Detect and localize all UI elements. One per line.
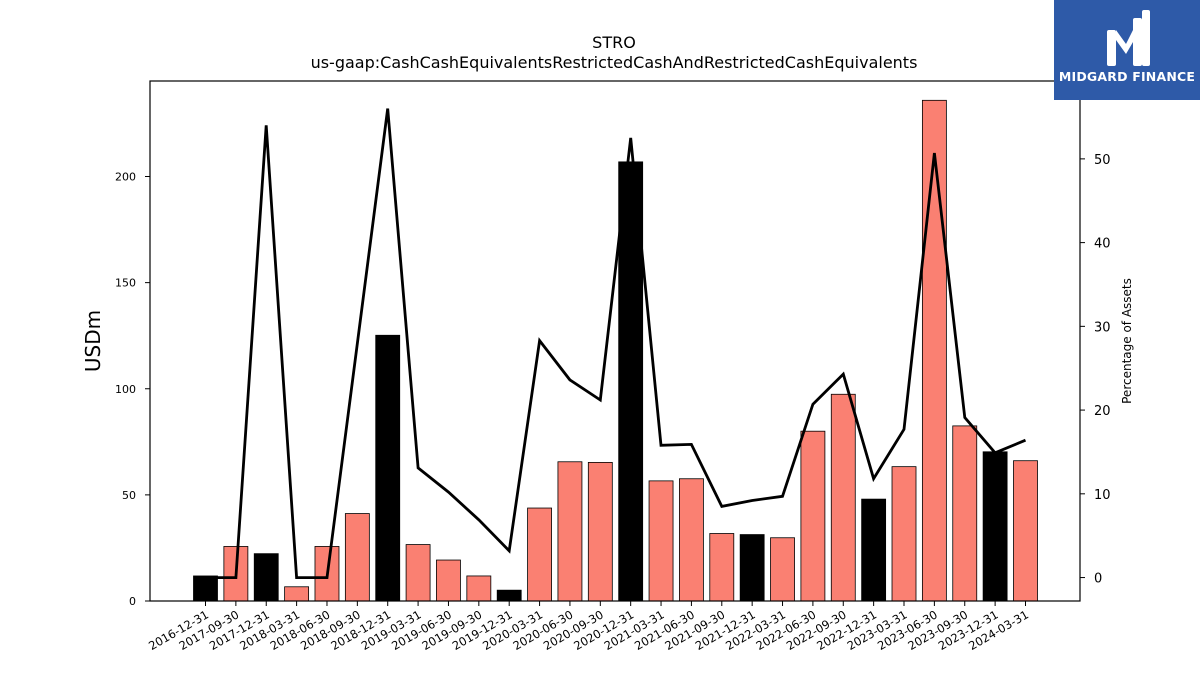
bar (861, 498, 887, 602)
bar (618, 161, 644, 602)
bar (952, 425, 978, 602)
bar (253, 553, 279, 602)
chart-subtitle: us-gaap:CashCashEquivalentsRestrictedCas… (311, 53, 918, 72)
y2-tick-label: 20 (1094, 404, 1111, 419)
y-tick-label: 50 (122, 489, 136, 502)
y-tick-label: 100 (115, 383, 136, 396)
y-tick-label: 200 (115, 171, 136, 184)
midgard-mark-icon (1107, 10, 1150, 66)
brand-logo: MIDGARD FINANCE (1054, 0, 1200, 100)
bar (921, 99, 947, 602)
bar (800, 430, 826, 602)
bar (344, 513, 370, 602)
y-axis-label: USDm (81, 310, 105, 372)
plot-area: 050100150200010203040502016-12-312017-09… (115, 80, 1111, 653)
bar (527, 507, 552, 602)
brand-name: MIDGARD FINANCE (1058, 69, 1196, 84)
bar (1013, 460, 1038, 602)
bar (770, 537, 795, 602)
bar (709, 533, 735, 602)
y2-tick-label: 0 (1094, 572, 1102, 587)
bar (496, 589, 522, 602)
bar (284, 586, 310, 602)
bar (982, 451, 1008, 602)
chart-title: STRO (592, 33, 636, 52)
pct-of-assets-line (205, 108, 1027, 579)
bar (587, 462, 613, 602)
y2-tick-label: 50 (1094, 153, 1111, 168)
bar (557, 461, 583, 602)
bar (891, 466, 917, 602)
y-tick-label: 150 (115, 277, 136, 290)
bar (679, 478, 704, 602)
y2-tick-label: 40 (1094, 237, 1111, 252)
bar (648, 480, 674, 602)
bar (466, 575, 492, 602)
y-tick-label: 0 (129, 595, 136, 608)
bar (375, 334, 401, 602)
plot-frame (149, 80, 1081, 602)
bar (739, 534, 765, 602)
bar (193, 575, 218, 602)
bar (436, 559, 461, 602)
bar (830, 393, 856, 602)
y2-axis-label: Percentage of Assets (1120, 278, 1134, 404)
bar (405, 544, 431, 602)
y2-tick-label: 30 (1094, 320, 1111, 335)
y2-tick-label: 10 (1094, 488, 1111, 503)
